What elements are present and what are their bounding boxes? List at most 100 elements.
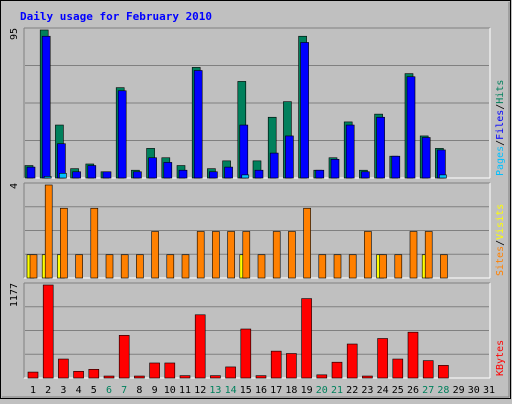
bar-kbytes (164, 362, 176, 379)
y-max-label: 95 (9, 28, 20, 40)
bar-sites (136, 254, 144, 279)
legend-entry: Hits (495, 80, 506, 104)
bar-kbytes (73, 370, 84, 379)
x-tick-label: 24 (377, 385, 389, 396)
x-tick-label: 28 (437, 385, 449, 396)
bar-kbytes (316, 374, 328, 379)
x-tick-label: 22 (346, 385, 358, 396)
bar-files (178, 169, 188, 179)
bar-kbytes (225, 366, 236, 379)
bar-files (269, 152, 279, 179)
bar-sites (105, 254, 114, 279)
bar-sites (379, 254, 387, 279)
bar-files (102, 171, 112, 179)
bar-files (224, 166, 233, 179)
x-tick-label: 4 (76, 385, 82, 396)
x-tick-label: 21 (331, 385, 343, 396)
bar-pages (241, 174, 250, 179)
bar-sites (409, 231, 418, 279)
x-tick-label: 9 (152, 385, 158, 396)
x-tick-label: 6 (106, 385, 112, 396)
x-axis-labels: 1 2 3 4 5 6 7 8 9 10 11 12 13 14 15 16 17 18 19 20 21 22 23 24 2… (30, 385, 495, 396)
x-tick-label: 13 (209, 385, 221, 396)
x-tick-label: 31 (483, 385, 495, 396)
legend-entry: KBytes (495, 340, 506, 376)
x-tick-label: 11 (179, 385, 191, 396)
x-tick-label: 12 (194, 385, 206, 396)
bar-files (117, 90, 127, 179)
bar-sites (318, 254, 327, 279)
bar-kbytes (194, 314, 206, 379)
bar-files (361, 171, 370, 179)
bar-pages (439, 174, 447, 179)
bar-sites (227, 231, 235, 279)
bar-sites (364, 231, 372, 279)
x-tick-label: 2 (45, 385, 51, 396)
panel-hits: 95 Pages/Files/Hits (9, 27, 506, 179)
bar-sites (212, 231, 220, 279)
bar-kbytes (58, 358, 69, 379)
bar-kbytes (118, 335, 130, 379)
bar-sites (166, 254, 175, 279)
bar-files (133, 171, 142, 179)
x-tick-label: 8 (136, 385, 142, 396)
bar-kbytes (103, 375, 115, 379)
bar-files (345, 124, 355, 179)
bar-kbytes (301, 298, 312, 379)
bar-files (285, 135, 294, 179)
bar-files (437, 149, 446, 179)
bar-files (239, 124, 249, 179)
bar-sites (44, 184, 53, 279)
x-tick-label: 16 (255, 385, 267, 396)
bar-files (72, 171, 81, 179)
x-tick-label: 1 (30, 385, 36, 396)
bar-sites (303, 207, 311, 279)
y-max-label: 4 (9, 183, 20, 189)
bar-kbytes (286, 353, 297, 379)
bar-files (26, 166, 36, 179)
x-tick-label: 20 (316, 385, 328, 396)
bar-sites (181, 254, 190, 279)
bar-files (421, 137, 431, 179)
legend-entry: / (495, 104, 506, 110)
bar-files (148, 157, 157, 179)
bar-kbytes (210, 375, 221, 379)
panel-kbytes: 1177 KBytes (9, 282, 506, 379)
x-tick-label: 18 (285, 385, 297, 396)
bar-kbytes (377, 338, 388, 379)
bar-files (330, 159, 340, 179)
bar-files (87, 165, 97, 179)
y-max-label: 1177 (9, 283, 20, 307)
bar-files (41, 35, 51, 179)
bar-kbytes (362, 375, 373, 379)
x-tick-label: 5 (91, 385, 97, 396)
bar-kbytes (346, 343, 358, 379)
x-tick-label: 29 (453, 385, 465, 396)
bar-sites (394, 254, 403, 279)
x-tick-label: 19 (301, 385, 313, 396)
x-tick-label: 15 (240, 385, 252, 396)
bar-files (254, 169, 264, 179)
bar-kbytes (270, 350, 282, 379)
x-tick-label: 30 (468, 385, 480, 396)
x-tick-label: 7 (121, 385, 127, 396)
legend-entry: Visits (495, 204, 506, 240)
bar-kbytes (255, 375, 267, 379)
bar-kbytes (438, 365, 449, 379)
bar-files (315, 169, 325, 179)
bar-kbytes (407, 331, 419, 379)
bar-files (376, 116, 385, 179)
x-tick-label: 26 (407, 385, 419, 396)
bar-sites (242, 231, 251, 279)
legend-entry: Files (495, 110, 506, 140)
bar-kbytes (42, 284, 54, 379)
legend-hits: Pages/Files/Hits (495, 80, 506, 176)
bar-sites (424, 231, 433, 279)
bar-kbytes (240, 328, 252, 379)
bar-kbytes (331, 361, 343, 379)
bar-files (163, 162, 173, 179)
legend-entry: Sites (495, 246, 506, 276)
x-tick-label: 25 (392, 385, 404, 396)
bar-sites (29, 254, 38, 279)
